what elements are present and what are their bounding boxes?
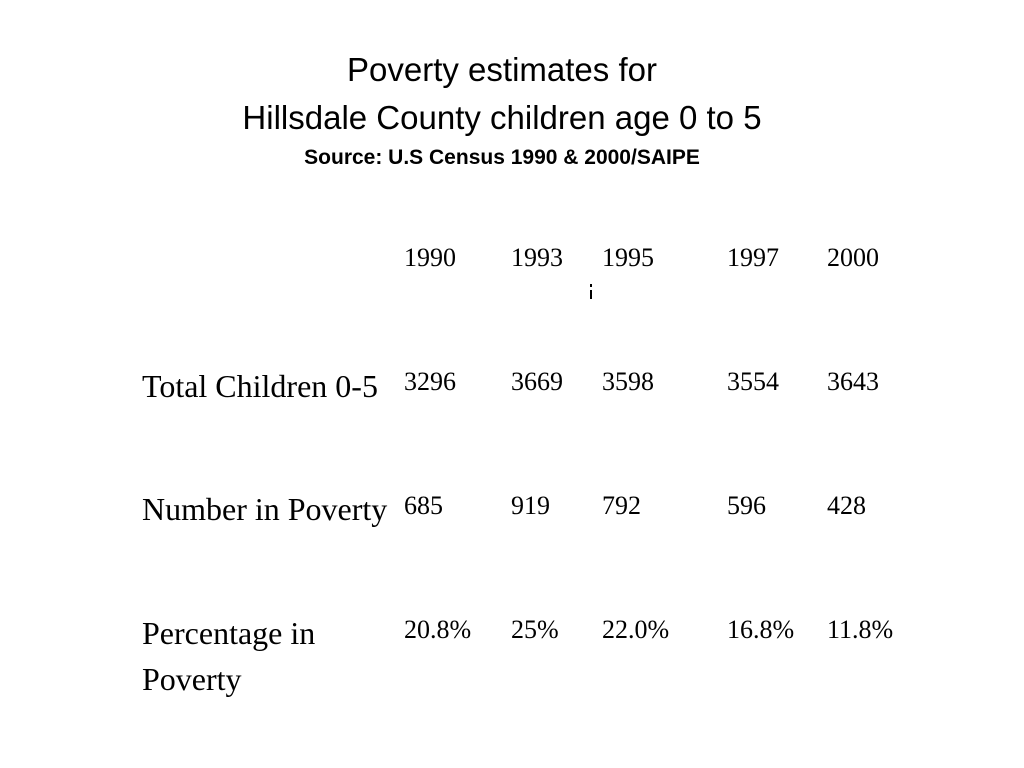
- year-header-1995: 1995: [602, 243, 654, 272]
- cell-number-1990: 685: [404, 491, 443, 520]
- cell-total-1990: 3296: [404, 367, 456, 396]
- page-title-line-2: Hillsdale County children age 0 to 5: [242, 99, 762, 136]
- column-divider-mark: [590, 284, 592, 299]
- cell-percent-1995: 22.0%: [602, 615, 670, 644]
- year-header-1993: 1993: [511, 243, 563, 272]
- cell-total-1995: 3598: [602, 367, 654, 396]
- year-header-1997: 1997: [727, 243, 779, 272]
- cell-percent-1993: 25%: [511, 615, 559, 644]
- cell-number-2000: 428: [827, 491, 866, 520]
- cell-percent-1990: 20.8%: [404, 615, 472, 644]
- cell-total-1997: 3554: [727, 367, 779, 396]
- source-note: Source: U.S Census 1990 & 2000/SAIPE: [304, 146, 700, 169]
- row-label-number-in-poverty: Number in Poverty: [142, 491, 388, 527]
- cell-total-2000: 3643: [827, 367, 879, 396]
- row-label-percentage-in-poverty: Percentage in Poverty: [142, 615, 316, 697]
- row-label-total-children: Total Children 0-5: [142, 368, 378, 404]
- cell-number-1993: 919: [511, 491, 550, 520]
- page-title-line-1: Poverty estimates for: [347, 51, 657, 88]
- cell-total-1993: 3669: [511, 367, 563, 396]
- cell-number-1995: 792: [602, 491, 641, 520]
- year-header-1990: 1990: [404, 243, 456, 272]
- cell-percent-2000: 11.8%: [827, 615, 894, 644]
- cell-percent-1997: 16.8%: [727, 615, 795, 644]
- year-header-2000: 2000: [827, 243, 879, 272]
- cell-number-1997: 596: [727, 491, 766, 520]
